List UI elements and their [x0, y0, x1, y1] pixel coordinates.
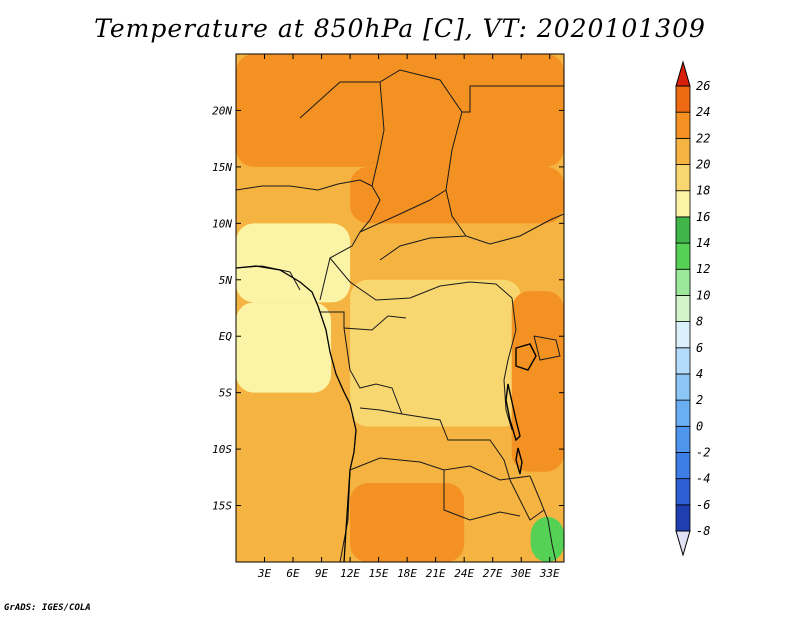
x-tick-label: 33E	[539, 567, 560, 580]
colorbar-low-arrow	[675, 530, 691, 557]
colorbar-segment	[675, 399, 691, 427]
colorbar-label: 4	[696, 367, 703, 381]
border-line	[329, 257, 513, 301]
x-tick-label: 6E	[286, 567, 300, 580]
border-line	[533, 335, 561, 361]
lake-victoria	[515, 343, 537, 371]
colorbar-segment	[675, 268, 691, 296]
border-line	[509, 479, 545, 521]
colorbar-segment	[675, 452, 691, 480]
colorbar-label: 24	[696, 105, 710, 119]
colorbar-label: 14	[696, 236, 710, 250]
colorbar-label: 8	[696, 315, 703, 329]
x-tick-label: 30E	[510, 567, 531, 580]
colorbar-segment	[675, 242, 691, 270]
region-congo-basin	[350, 279, 522, 427]
y-tick-label: 20N	[212, 104, 232, 117]
colorbar-segment	[675, 425, 691, 453]
y-tick-label: 5S	[219, 387, 233, 400]
colorbar-segment	[675, 478, 691, 506]
colorbar-label: 6	[696, 341, 703, 355]
region-angola-zambia-interior	[350, 482, 465, 562]
region-chad-sudan	[350, 166, 564, 224]
region-gulf-of-guinea	[236, 302, 332, 393]
colorbar-segment	[675, 137, 691, 165]
map-axes: 3E 6E 9E 12E 15E 18E 21E 24E 27E 30E 33E 20N 15N 10N 5…	[212, 54, 564, 580]
border-line	[465, 213, 564, 245]
temperature-field	[236, 54, 564, 562]
colorbar-label: 0	[696, 419, 703, 433]
colorbar-label: 10	[696, 288, 710, 302]
border-line	[343, 327, 403, 415]
x-tick-label: 21E	[426, 567, 446, 580]
border-line	[236, 179, 373, 191]
y-tick-label: 5N	[219, 274, 233, 287]
border-line	[529, 475, 557, 562]
colorbar-segment	[675, 504, 691, 532]
colorbar-label: 20	[696, 158, 710, 172]
region-mozambique-lowlands	[530, 516, 564, 562]
coastline	[236, 265, 357, 562]
colorbar-label: -2	[696, 445, 710, 459]
y-tick-label: EQ	[219, 330, 233, 343]
colorbar-label: 16	[696, 210, 710, 224]
colorbar-segment	[675, 216, 691, 244]
colorbar-label: 18	[696, 184, 710, 198]
x-tick-label: 15E	[369, 567, 389, 580]
grads-credit: GrADS: IGES/COLA	[4, 603, 91, 613]
border-line	[443, 470, 521, 521]
y-tick-label: 10S	[212, 443, 232, 456]
colorbar-label: -8	[696, 524, 710, 538]
x-tick-label: 18E	[397, 567, 417, 580]
y-tick-label: 15S	[212, 500, 232, 513]
region-zambia-east	[464, 471, 550, 540]
colorbar-label: 2	[696, 393, 703, 407]
colorbar-label: 26	[696, 79, 710, 93]
colorbar-high-arrow	[675, 60, 691, 87]
border-line	[371, 81, 385, 187]
lakes	[505, 343, 537, 475]
region-sahara-north-band	[236, 54, 564, 167]
lake-malawi	[515, 447, 523, 475]
x-tick-label: 24E	[454, 567, 474, 580]
border-line	[462, 85, 564, 113]
colorbar-segment	[675, 190, 691, 218]
colorbar-label: -4	[696, 472, 710, 486]
colorbar-segment	[675, 373, 691, 401]
y-tick-label: 10N	[212, 217, 232, 230]
region-south-atlantic	[236, 403, 351, 562]
coastline-path	[236, 265, 357, 562]
x-tick-label: 12E	[340, 567, 360, 580]
border-line	[379, 235, 467, 261]
colorbar-segment	[675, 111, 691, 139]
colorbar-segment	[675, 321, 691, 349]
colorbar-segment	[675, 164, 691, 192]
x-tick-label: 9E	[315, 567, 329, 580]
y-tick-label: 15N	[212, 161, 232, 174]
colorbar-segment	[675, 85, 691, 113]
colorbar-label: 22	[696, 131, 710, 145]
colorbar-label: -6	[696, 498, 710, 512]
chart-title: Temperature at 850hPa [C], VT: 202010130…	[94, 14, 706, 43]
x-tick-label: 3E	[257, 567, 272, 580]
border-line	[320, 311, 407, 331]
region-east-african-highlands	[511, 291, 564, 472]
border-line	[503, 297, 517, 431]
lake-tanganyika	[505, 383, 521, 442]
x-tick-label: 27E	[483, 567, 503, 580]
border-line	[359, 189, 447, 233]
map-frame	[235, 53, 565, 563]
border-line	[401, 413, 511, 481]
colorbar-segment	[675, 295, 691, 322]
region-west-african-coast	[236, 223, 351, 303]
colorbar-label: 12	[696, 262, 710, 276]
border-line	[359, 407, 403, 415]
colorbar-segment	[675, 347, 691, 375]
